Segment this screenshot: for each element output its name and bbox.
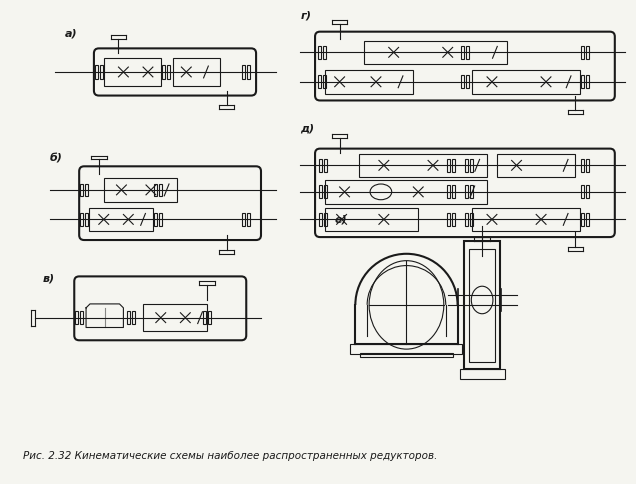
Bar [471, 186, 473, 199]
Bar [154, 213, 157, 227]
Bar [319, 213, 322, 227]
Text: е): е) [335, 214, 347, 224]
Bar [581, 76, 584, 89]
Bar [95, 66, 98, 80]
Bar [325, 208, 418, 232]
Bar [162, 66, 165, 80]
Bar [471, 160, 473, 172]
Bar [497, 154, 576, 178]
Bar [324, 160, 327, 172]
Bar [586, 47, 590, 60]
Bar [471, 213, 473, 227]
Bar [323, 76, 326, 89]
Bar [466, 213, 468, 227]
Bar [203, 312, 206, 324]
Bar [462, 47, 464, 60]
Bar [462, 76, 464, 89]
Bar [360, 353, 453, 357]
Text: в): в) [43, 273, 55, 283]
Bar [172, 59, 219, 87]
Bar [75, 312, 78, 324]
Bar [208, 312, 211, 324]
Bar [159, 184, 162, 197]
Bar [127, 312, 130, 324]
Bar [323, 47, 326, 60]
Bar [464, 242, 500, 369]
Bar [473, 71, 581, 94]
Bar [466, 47, 469, 60]
Bar [154, 184, 157, 197]
Bar [159, 213, 162, 227]
Bar [242, 66, 245, 80]
Bar [581, 160, 584, 172]
Bar [460, 369, 505, 379]
Bar [473, 208, 581, 232]
Bar [466, 160, 468, 172]
Bar [452, 186, 455, 199]
Bar [100, 66, 103, 80]
Text: б): б) [50, 153, 62, 163]
Bar [452, 160, 455, 172]
Bar [247, 213, 250, 227]
Bar [581, 186, 584, 199]
Bar [167, 66, 170, 80]
Bar [89, 208, 153, 232]
Text: д): д) [300, 124, 314, 134]
Bar [324, 186, 327, 199]
Bar [446, 160, 450, 172]
Bar [318, 76, 321, 89]
Bar [359, 154, 487, 178]
Bar [586, 76, 590, 89]
Bar [318, 47, 321, 60]
Bar [586, 160, 590, 172]
Text: г): г) [300, 11, 311, 21]
Bar [325, 71, 413, 94]
Bar [350, 345, 462, 354]
Bar [132, 312, 135, 324]
Text: Рис. 2.32 Кинематические схемы наиболее распространенных редукторов.: Рис. 2.32 Кинематические схемы наиболее … [23, 450, 438, 460]
Bar [104, 59, 161, 87]
Bar [452, 213, 455, 227]
Bar [586, 213, 590, 227]
Bar [466, 186, 468, 199]
Bar [324, 213, 327, 227]
Bar [247, 66, 250, 80]
Bar [319, 160, 322, 172]
Text: a): a) [64, 29, 77, 39]
Bar [581, 213, 584, 227]
Bar [364, 42, 507, 65]
Bar [85, 213, 88, 227]
Bar [80, 184, 83, 197]
Bar [80, 213, 83, 227]
Bar [104, 179, 177, 202]
Bar [466, 76, 469, 89]
Bar [446, 186, 450, 199]
Bar [325, 181, 487, 204]
Bar [85, 184, 88, 197]
Bar [143, 304, 207, 332]
Bar [586, 186, 590, 199]
Bar [242, 213, 245, 227]
Bar [469, 249, 495, 362]
Bar [319, 186, 322, 199]
Bar [446, 213, 450, 227]
Bar [581, 47, 584, 60]
Bar [80, 312, 83, 324]
